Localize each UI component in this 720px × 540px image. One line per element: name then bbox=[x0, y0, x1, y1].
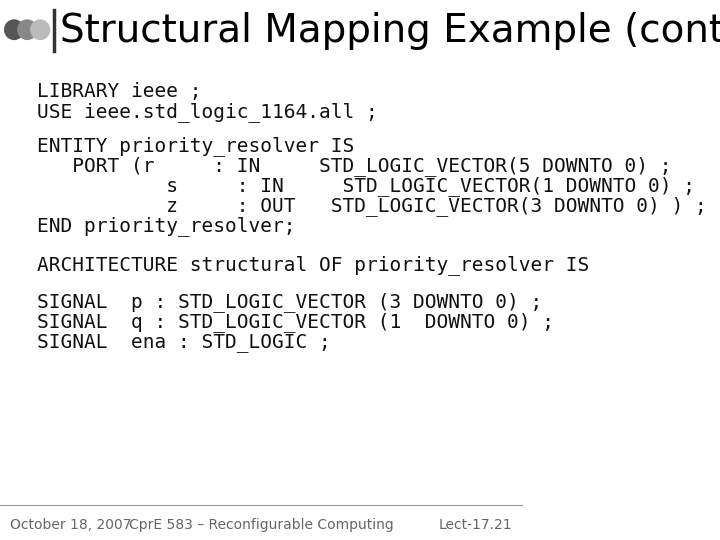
Text: z     : OUT   STD_LOGIC_VECTOR(3 DOWNTO 0) ) ;: z : OUT STD_LOGIC_VECTOR(3 DOWNTO 0) ) ; bbox=[37, 196, 706, 215]
Text: PORT (r     : IN     STD_LOGIC_VECTOR(5 DOWNTO 0) ;: PORT (r : IN STD_LOGIC_VECTOR(5 DOWNTO 0… bbox=[37, 156, 671, 176]
Text: s     : IN     STD_LOGIC_VECTOR(1 DOWNTO 0) ;: s : IN STD_LOGIC_VECTOR(1 DOWNTO 0) ; bbox=[37, 176, 695, 195]
Text: CprE 583 – Reconfigurable Computing: CprE 583 – Reconfigurable Computing bbox=[129, 518, 394, 532]
Text: ENTITY priority_resolver IS: ENTITY priority_resolver IS bbox=[37, 136, 354, 156]
Text: October 18, 2007: October 18, 2007 bbox=[11, 518, 132, 532]
Text: Structural Mapping Example (cont.): Structural Mapping Example (cont.) bbox=[60, 12, 720, 50]
Text: LIBRARY ieee ;: LIBRARY ieee ; bbox=[37, 82, 201, 102]
Text: Lect-17.21: Lect-17.21 bbox=[438, 518, 512, 532]
Text: ARCHITECTURE structural OF priority_resolver IS: ARCHITECTURE structural OF priority_reso… bbox=[37, 255, 589, 274]
Text: END priority_resolver;: END priority_resolver; bbox=[37, 216, 295, 235]
Circle shape bbox=[18, 20, 37, 39]
Circle shape bbox=[5, 20, 24, 39]
Text: SIGNAL  ena : STD_LOGIC ;: SIGNAL ena : STD_LOGIC ; bbox=[37, 333, 330, 352]
Circle shape bbox=[31, 20, 50, 39]
Text: SIGNAL  p : STD_LOGIC_VECTOR (3 DOWNTO 0) ;: SIGNAL p : STD_LOGIC_VECTOR (3 DOWNTO 0)… bbox=[37, 293, 542, 312]
Text: USE ieee.std_logic_1164.all ;: USE ieee.std_logic_1164.all ; bbox=[37, 102, 377, 122]
Text: SIGNAL  q : STD_LOGIC_VECTOR (1  DOWNTO 0) ;: SIGNAL q : STD_LOGIC_VECTOR (1 DOWNTO 0)… bbox=[37, 313, 554, 332]
